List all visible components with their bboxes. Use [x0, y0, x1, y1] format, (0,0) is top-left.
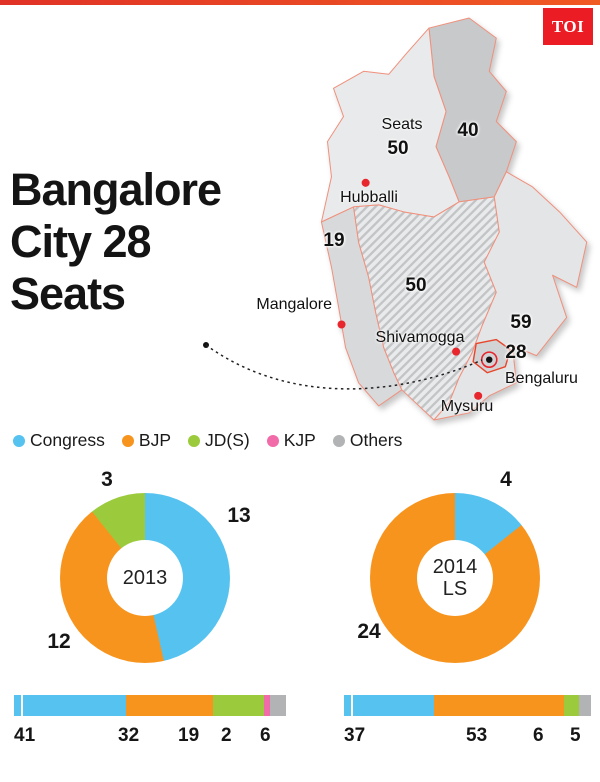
bar-2014-value-bjp: 53: [466, 725, 488, 746]
page-title-line3: Seats: [10, 268, 126, 320]
bar-2013-value-congress: 41: [14, 725, 36, 746]
mangalore-label: Mangalore: [256, 296, 332, 313]
bengaluru-label: Bengaluru: [505, 370, 578, 387]
shivamogga-label: Shivamogga: [375, 329, 465, 346]
bar-segment-kjp: [264, 695, 270, 716]
congress-color-dot: [13, 434, 25, 447]
bar-2013-value-bjp: 32: [118, 725, 140, 746]
legend-item-kjp: KJP: [266, 430, 316, 451]
legend-label-others: Others: [349, 430, 403, 450]
seats-northwest: 50: [387, 138, 409, 159]
shivamogga-dot: [452, 347, 461, 356]
bar-2013-value-others: 6: [260, 725, 271, 746]
jds-color-dot: [188, 434, 201, 447]
bar-segment-others: [269, 695, 286, 716]
mysuru-label: Mysuru: [440, 398, 494, 415]
top-accent-bar: [0, 0, 600, 5]
donut-2014-value-bjp: 24: [357, 620, 381, 643]
hubballi-dot: [361, 178, 370, 187]
connector-start-dot: [203, 342, 209, 348]
legend-item-jds: JD(S): [188, 430, 250, 451]
legend-label-jds: JD(S): [205, 430, 250, 450]
page-title: Bangalore City 28 Seats: [10, 164, 222, 321]
stacked-bar-2013: [14, 695, 286, 716]
donut-2014-center: 2014 LS: [417, 540, 493, 616]
legend-label-congress: Congress: [30, 430, 105, 450]
legend-label-kjp: KJP: [283, 430, 316, 450]
bar-2014-value-others: 5: [570, 725, 581, 746]
bar-2013-value-jds: 19: [178, 725, 200, 746]
seats-southeast: 59: [510, 312, 532, 333]
page-title-line2: City 28: [10, 216, 152, 268]
bar-segment-bjp: [125, 695, 213, 716]
others-color-dot: [332, 434, 345, 447]
seats-bengaluru: 28: [505, 342, 527, 363]
bar-segment-jds: [212, 695, 265, 716]
bar-2014-value-jds: 6: [533, 725, 544, 746]
donut-2013-value-bjp: 12: [47, 630, 71, 653]
page-title-line1: Bangalore: [10, 164, 222, 215]
donut-2014-center-line1: 2014: [432, 555, 478, 578]
donut-2013-center: 2013: [107, 540, 183, 616]
bar-segment-bjp: [434, 695, 565, 716]
karnataka-map: [320, 17, 588, 421]
map-seats-caption: Seats: [381, 116, 423, 133]
legend-label-bjp: BJP: [138, 430, 172, 450]
toi-logo: TOI: [543, 8, 593, 45]
bar-segment-congress: [344, 695, 435, 716]
mangalore-dot: [337, 320, 346, 329]
donut-2013-value-congress: 13: [227, 504, 251, 527]
bar-2013-value-kjp: 2: [221, 725, 232, 746]
bengaluru-dot: [486, 356, 493, 363]
bar-segment-congress: [14, 695, 126, 716]
party-legend: Congress BJP JD(S) KJP Others: [13, 430, 402, 451]
donut-2014-center-line2: LS: [442, 578, 468, 600]
donut-2013-value-jds: 3: [101, 468, 113, 491]
seats-coastal: 19: [323, 230, 345, 251]
donut-2014-value-congress: 4: [500, 468, 512, 491]
seats-central: 50: [405, 275, 427, 296]
bar-2013-notch: [21, 695, 23, 716]
mysuru-dot: [474, 391, 483, 400]
legend-item-congress: Congress: [13, 430, 105, 451]
kjp-color-dot: [266, 434, 279, 447]
donut-chart-2014-ls: 2014 LS: [370, 493, 540, 663]
bar-2014-value-congress: 37: [344, 725, 366, 746]
bjp-color-dot: [121, 434, 134, 447]
donut-2013-center-label: 2013: [122, 566, 168, 589]
stacked-bar-2014: [344, 695, 591, 716]
legend-item-bjp: BJP: [121, 430, 172, 451]
seats-northeast: 40: [457, 120, 479, 141]
hubballi-label: Hubballi: [340, 189, 398, 206]
toi-logo-text: TOI: [551, 16, 585, 36]
donut-chart-2013: 2013: [60, 493, 230, 663]
bar-segment-others: [578, 695, 591, 716]
legend-item-others: Others: [332, 430, 403, 451]
bar-2014-notch: [351, 695, 353, 716]
bar-segment-jds: [564, 695, 579, 716]
